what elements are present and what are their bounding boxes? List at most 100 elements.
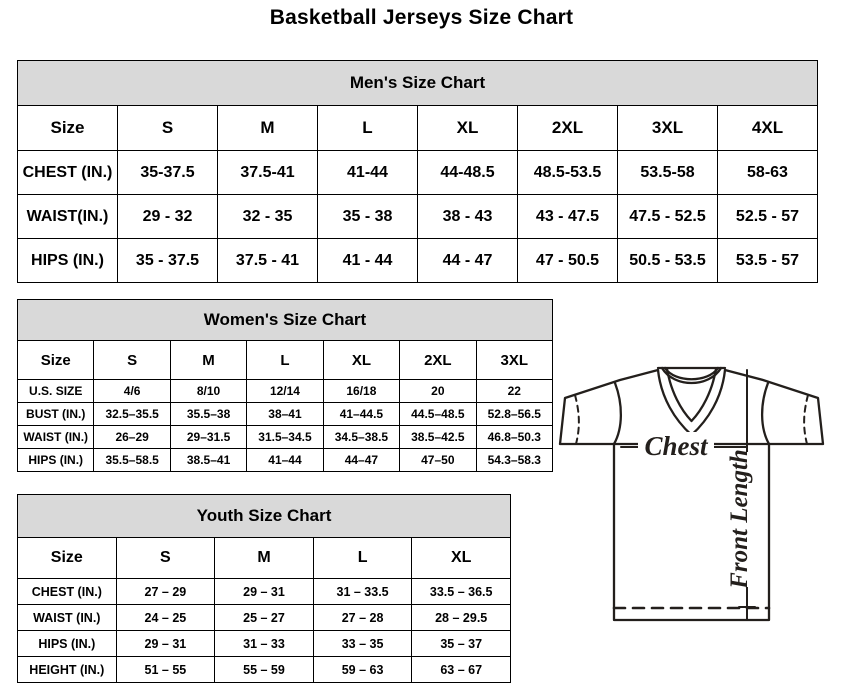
table-cell: 35.5–38: [169, 402, 248, 426]
table-cell: 32.5–35.5: [93, 402, 171, 426]
right-cuff-dashed-line: [803, 394, 809, 445]
table-cell: 26–29: [93, 425, 171, 449]
table-cell: 16/18: [322, 379, 401, 403]
table-cell: 28 – 29.5: [411, 604, 511, 631]
table-header-row: Size S M L XL: [17, 537, 511, 579]
womens-size-chart-table: Women's Size Chart Size S M L XL 2XL 3XL…: [16, 299, 554, 472]
table-cell: 41–44: [246, 448, 324, 472]
row-label: CHEST (IN.): [17, 578, 117, 605]
table-cell: 53.5 - 57: [717, 238, 818, 283]
column-header-xl: XL: [322, 340, 401, 380]
column-header-size: Size: [17, 537, 117, 579]
youth-chart-caption: Youth Size Chart: [17, 494, 511, 538]
neckline-inner: [665, 367, 718, 423]
table-cell: 44–47: [322, 448, 401, 472]
column-header-l: L: [317, 105, 418, 151]
front-length-measurement-label: Front Length: [726, 449, 753, 590]
collar-arc-lower: [660, 366, 723, 385]
row-label: HIPS (IN.): [17, 630, 117, 657]
table-cell: 29 - 32: [117, 194, 218, 239]
chest-label-backdrop: [638, 432, 714, 462]
table-cell: 27 – 28: [312, 604, 413, 631]
left-sleeve-outline: [558, 368, 660, 446]
collar-arc-upper: [663, 366, 720, 381]
table-cell: 44 - 47: [417, 238, 518, 283]
table-cell: 52.5 - 57: [717, 194, 818, 239]
table-cell: 22: [475, 379, 554, 403]
table-cell: 31 – 33: [214, 630, 314, 657]
table-cell: 38.5–42.5: [399, 425, 477, 449]
table-cell: 41 - 44: [317, 238, 418, 283]
table-cell: 50.5 - 53.5: [617, 238, 718, 283]
table-cell: 27 – 29: [115, 578, 216, 605]
row-label: WAIST (IN.): [17, 604, 117, 631]
table-cell: 38.5–41: [169, 448, 248, 472]
right-sleeve-outline: [723, 368, 825, 446]
table-cell: 38 - 43: [417, 194, 518, 239]
table-cell: 37.5-41: [217, 150, 318, 195]
row-label: HIPS (IN.): [16, 448, 95, 472]
table-cell: 35-37.5: [117, 150, 218, 195]
front-length-label-backdrop: [733, 452, 763, 587]
table-cell: 35 - 37.5: [117, 238, 218, 283]
table-cell: 32 - 35: [217, 194, 318, 239]
column-header-3xl: 3XL: [617, 105, 718, 151]
table-cell: 38–41: [246, 402, 324, 426]
chest-measurement-label: Chest: [644, 431, 709, 461]
table-cell: 41-44: [317, 150, 418, 195]
youth-size-chart-table: Youth Size Chart Size S M L XL CHEST (IN…: [17, 494, 511, 683]
table-cell: 31 – 33.5: [312, 578, 413, 605]
column-header-s: S: [117, 105, 218, 151]
table-header-row: Size S M L XL 2XL 3XL 4XL: [17, 105, 818, 151]
table-cell: 33.5 – 36.5: [411, 578, 511, 605]
table-row: WAIST (IN.) 24 – 25 25 – 27 27 – 28 28 –…: [17, 604, 511, 631]
table-cell: 41–44.5: [322, 402, 401, 426]
table-cell: 54.3–58.3: [475, 448, 554, 472]
row-label: U.S. SIZE: [16, 379, 95, 403]
table-caption-row: Women's Size Chart: [17, 299, 553, 341]
column-header-s: S: [115, 537, 216, 579]
table-row: HIPS (IN.) 29 – 31 31 – 33 33 – 35 35 – …: [17, 630, 511, 657]
table-cell: 33 – 35: [312, 630, 413, 657]
table-cell: 46.8–50.3: [475, 425, 554, 449]
row-label: WAIST (IN.): [16, 425, 95, 449]
table-cell: 35 - 38: [317, 194, 418, 239]
table-cell: 12/14: [246, 379, 324, 403]
womens-chart-caption: Women's Size Chart: [17, 299, 553, 341]
left-armhole-line: [612, 381, 622, 446]
column-header-2xl: 2XL: [517, 105, 618, 151]
table-cell: 4/6: [93, 379, 171, 403]
table-cell: 35.5–58.5: [93, 448, 171, 472]
table-row: WAIST (IN.) 26–29 29–31.5 31.5–34.5 34.5…: [16, 425, 554, 449]
table-row: CHEST (IN.) 27 – 29 29 – 31 31 – 33.5 33…: [17, 578, 511, 605]
table-header-row: Size S M L XL 2XL 3XL: [16, 340, 554, 380]
table-cell: 53.5-58: [617, 150, 718, 195]
table-row: HIPS (IN.) 35 - 37.5 37.5 - 41 41 - 44 4…: [17, 238, 818, 283]
table-cell: 29 – 31: [214, 578, 314, 605]
row-label: CHEST (IN.): [17, 150, 118, 195]
torso-outline: [612, 442, 771, 622]
table-caption-row: Youth Size Chart: [17, 494, 511, 538]
table-cell: 47–50: [399, 448, 477, 472]
table-cell: 25 – 27: [214, 604, 314, 631]
table-cell: 44.5–48.5: [399, 402, 477, 426]
mens-size-chart-table: Men's Size Chart Size S M L XL 2XL 3XL 4…: [17, 60, 818, 283]
row-label: BUST (IN.): [16, 402, 95, 426]
table-cell: 31.5–34.5: [246, 425, 324, 449]
table-cell: 37.5 - 41: [217, 238, 318, 283]
table-row: WAIST(IN.) 29 - 32 32 - 35 35 - 38 38 - …: [17, 194, 818, 239]
table-row: CHEST (IN.) 35-37.5 37.5-41 41-44 44-48.…: [17, 150, 818, 195]
table-cell: 8/10: [169, 379, 248, 403]
row-label: WAIST(IN.): [17, 194, 118, 239]
table-row: U.S. SIZE 4/6 8/10 12/14 16/18 20 22: [16, 379, 554, 403]
table-cell: 43 - 47.5: [517, 194, 618, 239]
column-header-m: M: [217, 105, 318, 151]
column-header-size: Size: [17, 105, 118, 151]
table-cell: 29–31.5: [169, 425, 248, 449]
mens-chart-caption: Men's Size Chart: [17, 60, 818, 106]
table-row: BUST (IN.) 32.5–35.5 35.5–38 38–41 41–44…: [16, 402, 554, 426]
page-title: Basketball Jerseys Size Chart: [269, 6, 574, 29]
table-row: HIPS (IN.) 35.5–58.5 38.5–41 41–44 44–47…: [16, 448, 554, 472]
table-cell: 34.5–38.5: [322, 425, 401, 449]
table-cell: 20: [399, 379, 477, 403]
